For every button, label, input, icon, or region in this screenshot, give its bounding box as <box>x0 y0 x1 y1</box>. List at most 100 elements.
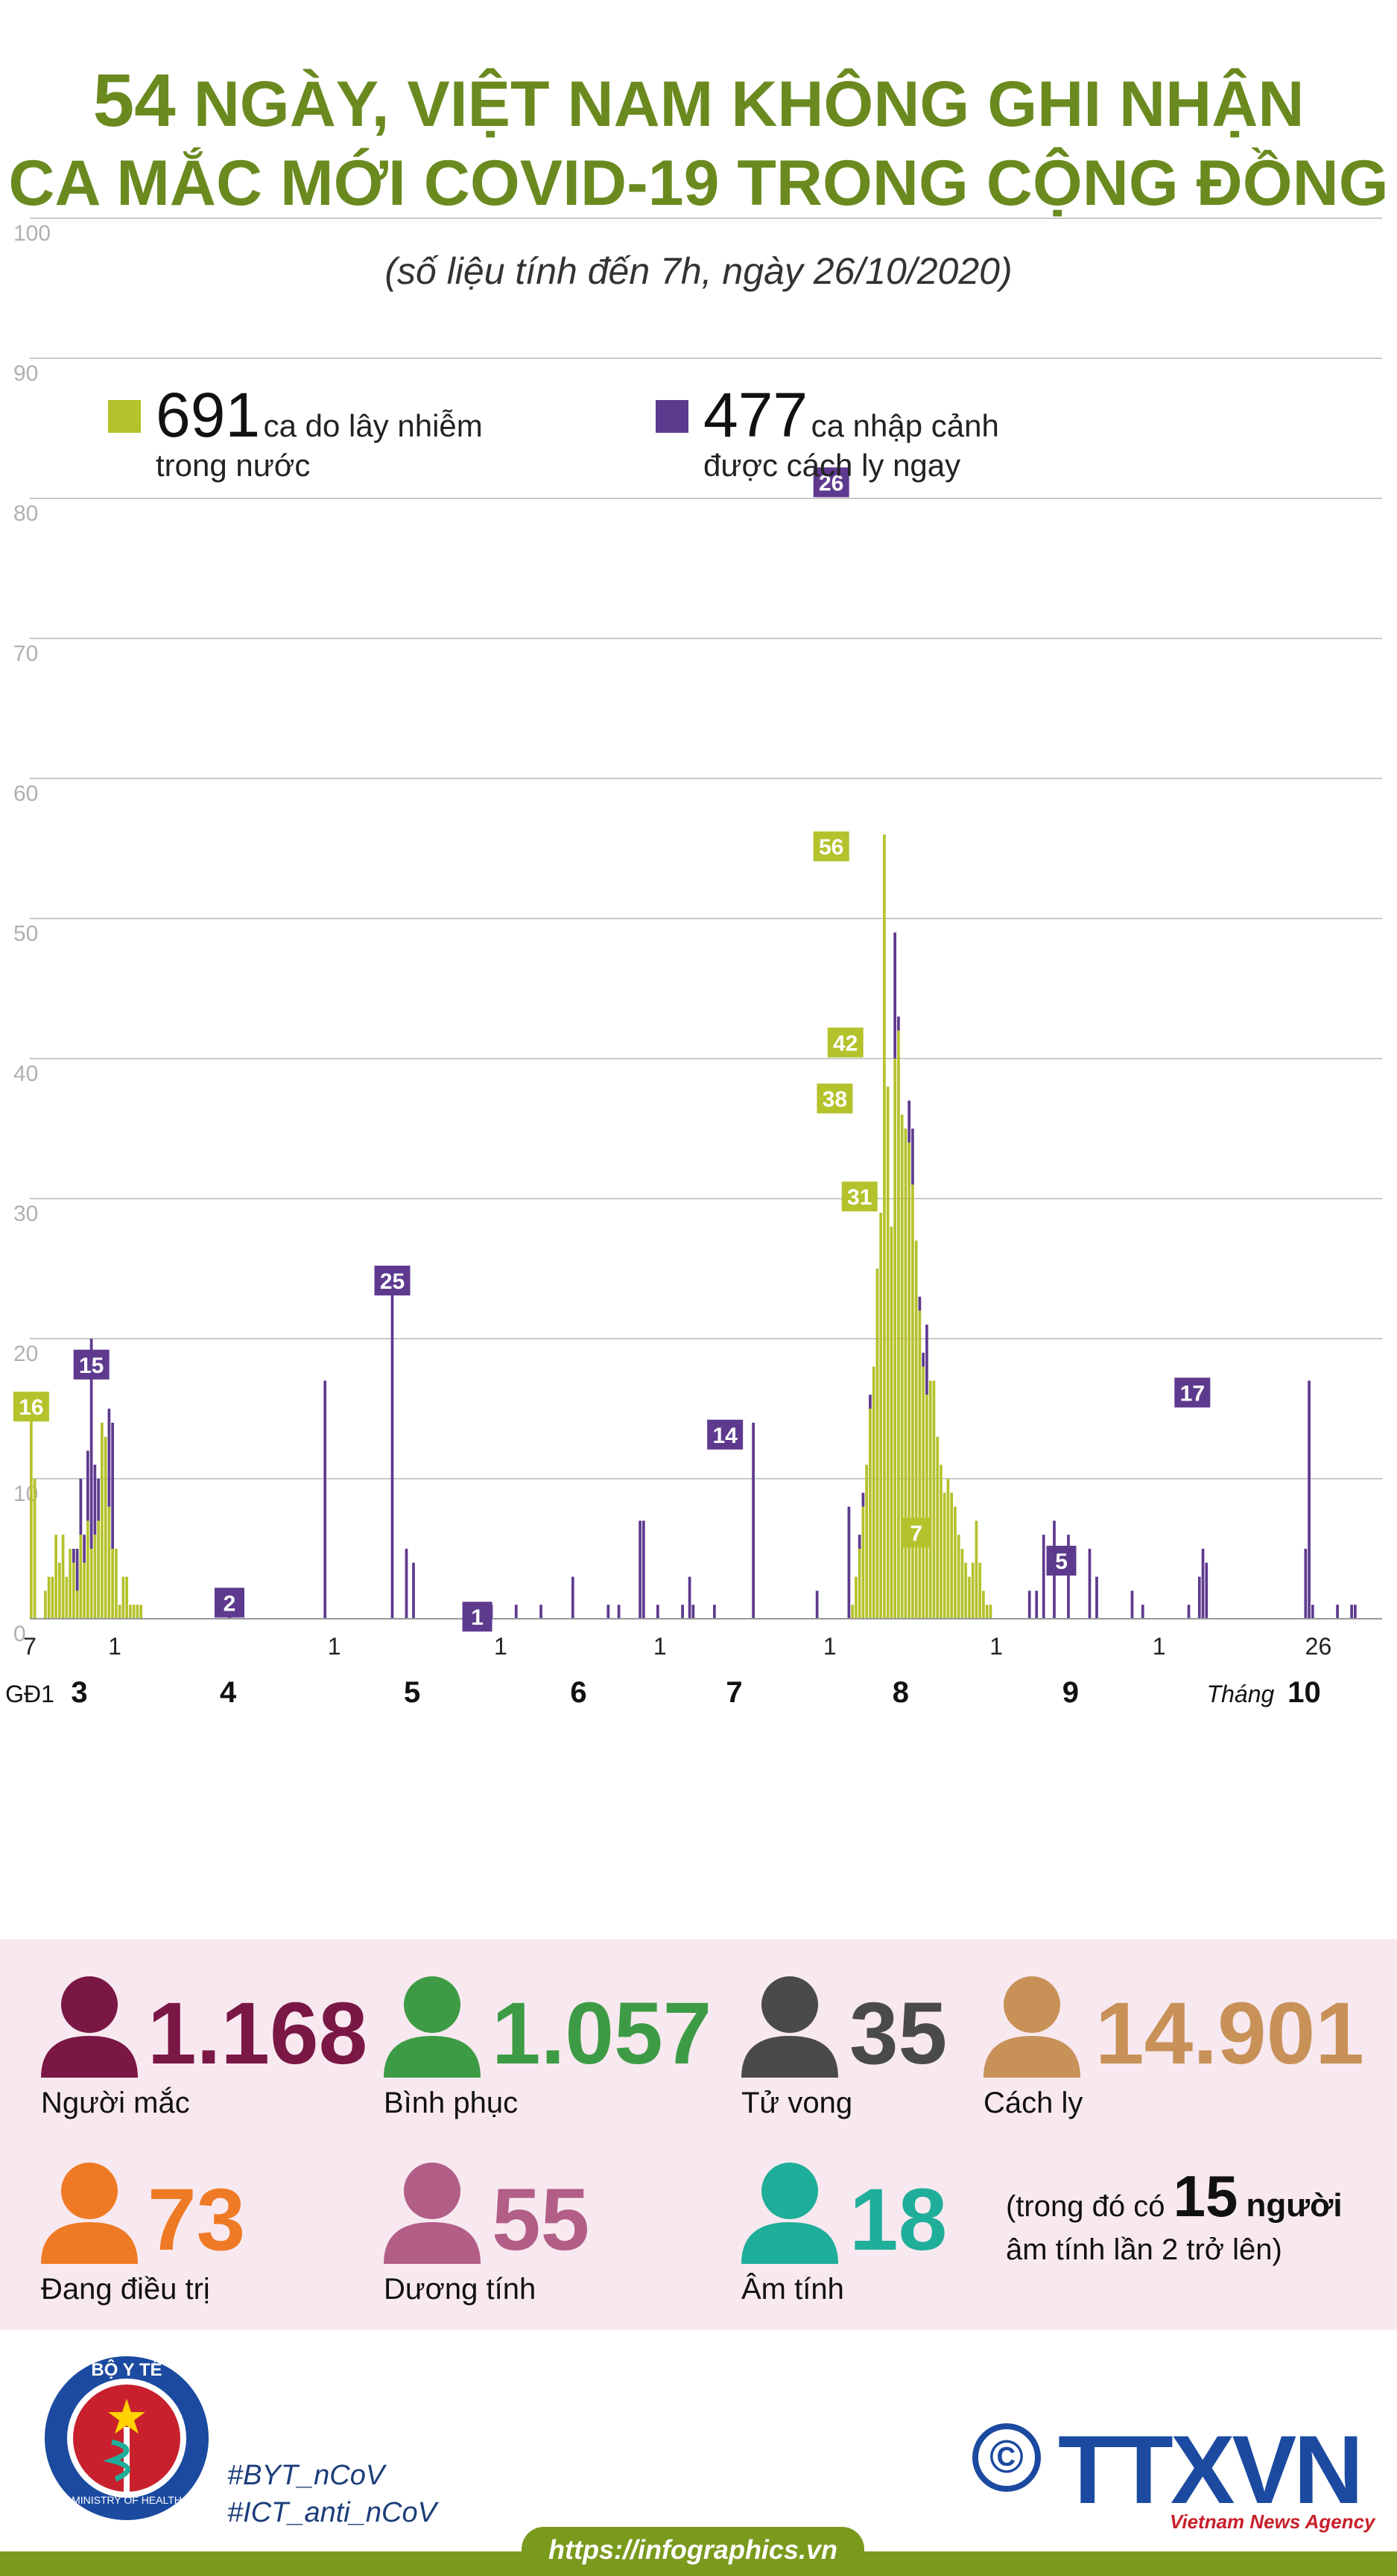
y-tick-label: 40 <box>13 1062 38 1086</box>
stat-positive <box>384 2161 481 2269</box>
x-month-label: 6 <box>570 1676 586 1709</box>
bar-imported <box>1353 1605 1357 1619</box>
bar-domestic <box>75 1590 79 1619</box>
annotation-box <box>813 467 849 498</box>
y-tick-label: 90 <box>13 361 38 386</box>
bar-imported <box>1205 1562 1208 1619</box>
bar-domestic <box>978 1562 982 1619</box>
bar-domestic <box>900 1114 904 1619</box>
annotation-label: 56 <box>819 835 843 860</box>
stat-deaths-label: Tử vong <box>741 2087 853 2119</box>
bar-domestic <box>904 1129 907 1619</box>
bar-imported <box>390 1269 394 1619</box>
bar-imported <box>93 1465 97 1535</box>
bar-imported <box>688 1576 691 1619</box>
bar-domestic <box>872 1366 875 1619</box>
bar-imported <box>606 1605 610 1619</box>
legend-domestic-swatch <box>108 400 141 433</box>
bar-imported <box>107 1409 111 1507</box>
bar-imported <box>412 1562 415 1619</box>
x-month-label: 7 <box>726 1676 742 1709</box>
legend-imported-text2: được cách ly ngay <box>703 448 961 483</box>
bar-imported <box>514 1605 518 1619</box>
annotation-label: 38 <box>823 1088 847 1112</box>
bar-domestic <box>61 1535 65 1619</box>
bar-domestic <box>922 1366 925 1619</box>
bar-domestic <box>879 1212 883 1619</box>
bar-domestic <box>886 1086 890 1619</box>
stat-cases <box>41 1975 138 2083</box>
annotation-label: 42 <box>833 1031 858 1056</box>
legend-imported-swatch <box>656 400 688 433</box>
bar-imported <box>1187 1605 1191 1619</box>
bar-domestic <box>861 1506 865 1619</box>
bar-imported <box>918 1296 922 1311</box>
page-title: 54 NGÀY, VIỆT NAM KHÔNG GHI NHẬN CA MẮC … <box>0 63 1397 215</box>
annotation-label: 26 <box>819 471 843 495</box>
bar-domestic <box>89 1549 93 1619</box>
bar-domestic <box>975 1520 978 1619</box>
annotation-label: 14 <box>712 1424 738 1448</box>
bar-domestic <box>30 1395 33 1619</box>
bar-domestic <box>136 1605 139 1619</box>
bar-imported <box>815 1590 819 1619</box>
annotation-box <box>841 1181 878 1212</box>
bar-imported <box>1197 1576 1201 1619</box>
bar-imported <box>1088 1549 1092 1619</box>
x-day-tick-label: 1 <box>989 1633 1003 1660</box>
bar-domestic <box>51 1576 54 1619</box>
bar-imported <box>1308 1380 1311 1619</box>
bar-domestic <box>960 1549 964 1619</box>
bar-imported <box>1067 1535 1070 1619</box>
bar-domestic <box>33 1479 37 1619</box>
stat-note: (trong đó có 15 người âm tính lần 2 trở … <box>1006 2163 1343 2267</box>
stat-recovered-value: 1.057 <box>492 1985 712 2083</box>
bar-imported <box>752 1422 755 1619</box>
bar-imported <box>539 1605 542 1619</box>
bar-domestic <box>883 834 886 1619</box>
annotation-label: 5 <box>1055 1549 1068 1574</box>
bar-domestic <box>865 1465 869 1619</box>
bar-domestic <box>875 1269 879 1619</box>
bar-imported <box>1201 1549 1205 1619</box>
x-day-tick-label: 1 <box>823 1633 837 1660</box>
stat-positive-value: 55 <box>492 2171 590 2269</box>
bar-imported <box>869 1395 872 1409</box>
bar-imported <box>571 1576 574 1619</box>
bar-imported <box>907 1100 911 1143</box>
bar-domestic <box>936 1436 940 1619</box>
note-suffix: người <box>1246 2187 1343 2224</box>
x-month-label: Tháng <box>1207 1681 1275 1707</box>
bar-imported <box>323 1380 327 1619</box>
bar-imported <box>97 1479 100 1521</box>
y-tick-label: 0 <box>13 1622 26 1646</box>
bar-domestic <box>893 1059 897 1619</box>
annotation-box <box>462 1602 492 1632</box>
bar-domestic <box>855 1576 858 1619</box>
annotation-label: 2 <box>224 1591 236 1616</box>
bar-imported <box>858 1535 861 1549</box>
person-icon <box>384 1976 481 2078</box>
subtitle: (số liệu tính đến 7h, ngày 26/10/2020) <box>384 250 1013 292</box>
bar-imported <box>75 1549 79 1591</box>
bar-imported <box>713 1605 716 1619</box>
annotation-label: 25 <box>380 1269 405 1294</box>
bar-domestic <box>869 1409 872 1619</box>
note-line2: âm tính lần 2 trở lên) <box>1006 2233 1282 2266</box>
bar-domestic <box>93 1535 97 1619</box>
footer-url-link[interactable]: https://infographics.vn <box>548 2534 837 2565</box>
bar-domestic <box>940 1465 943 1619</box>
bar-domestic <box>890 1226 893 1619</box>
bar-domestic <box>72 1562 75 1619</box>
bar-domestic <box>851 1605 855 1619</box>
title-days-number: 54 <box>92 59 176 142</box>
x-day-tick-label: 1 <box>653 1633 667 1660</box>
bar-imported <box>925 1325 928 1395</box>
annotation-box <box>827 1027 864 1058</box>
bar-domestic <box>54 1535 57 1619</box>
hashtag-ict: #ICT_anti_nCoV <box>227 2497 437 2528</box>
x-month-label: 4 <box>220 1676 237 1709</box>
bar-domestic <box>44 1590 47 1619</box>
ttxvn-subtitle: Vietnam News Agency <box>1170 2510 1375 2533</box>
bar-imported <box>861 1492 865 1507</box>
